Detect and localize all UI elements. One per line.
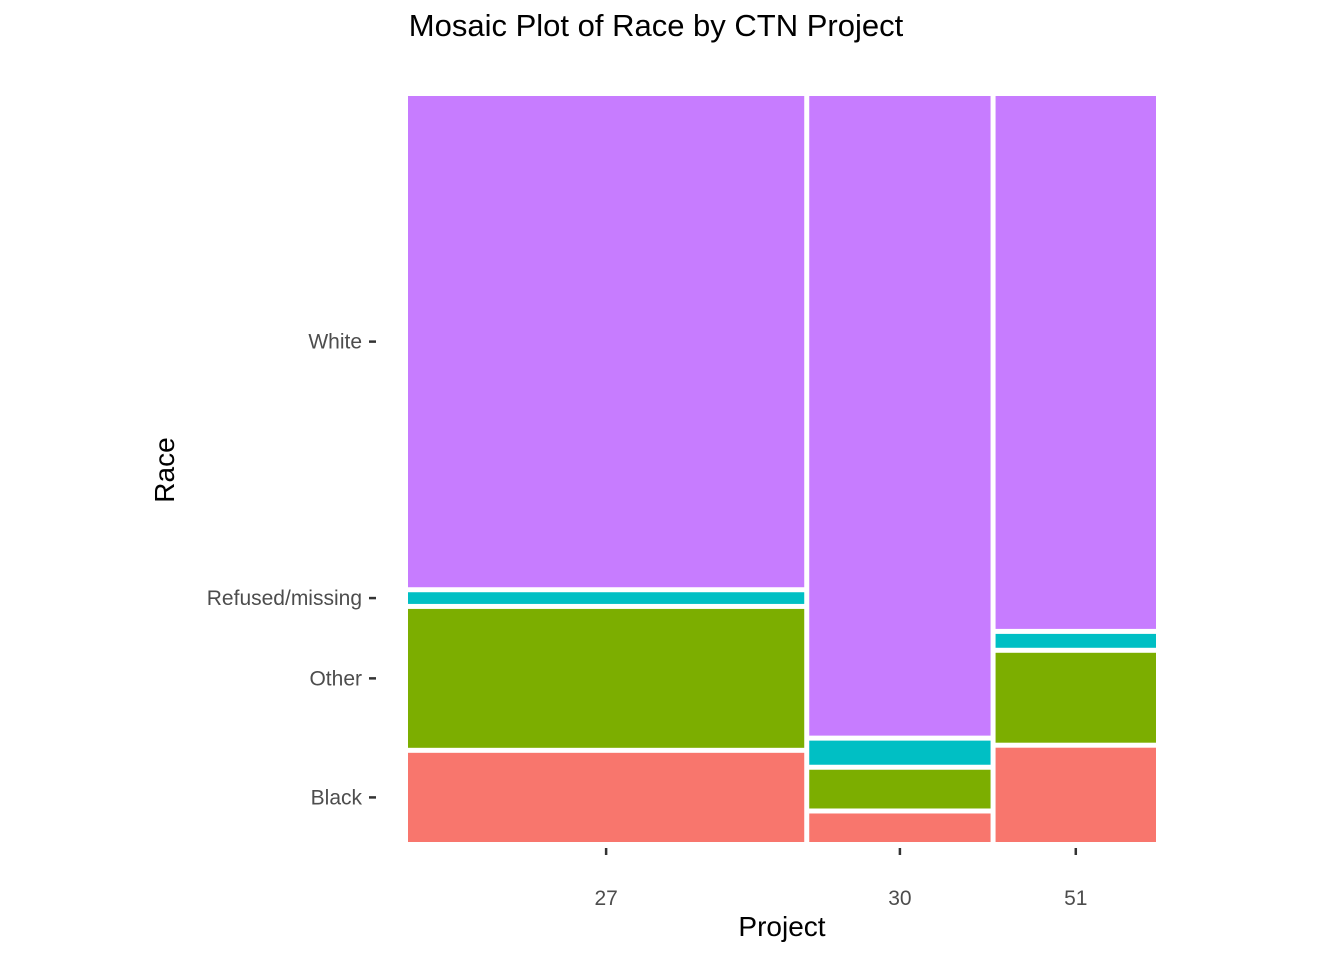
y-tick-label-other: Other (309, 667, 362, 690)
mosaic-tiles (408, 96, 1156, 842)
y-tick-label-black: Black (311, 786, 363, 809)
x-tick-label-51: 51 (1064, 887, 1087, 910)
tile-30-other (809, 769, 991, 809)
x-tick-label-30: 30 (888, 887, 911, 910)
y-axis-ticks: Black Other Refused/missing White (207, 331, 376, 809)
y-axis-label: Race (149, 437, 180, 503)
tile-51-other (995, 652, 1156, 743)
y-tick-label-white: White (308, 331, 362, 354)
x-tick-label-27: 27 (594, 887, 617, 910)
tile-27-refused-missing (408, 592, 805, 604)
chart-title: Mosaic Plot of Race by CTN Project (408, 8, 904, 43)
tile-51-white (995, 96, 1156, 629)
tile-30-white (809, 96, 991, 736)
tile-30-black (809, 813, 991, 842)
tile-27-white (408, 96, 805, 588)
tile-51-black (995, 747, 1156, 842)
tile-51-refused-missing (995, 633, 1156, 648)
tile-27-black (408, 752, 805, 842)
tile-27-other (408, 608, 805, 748)
x-axis-label: Project (738, 911, 826, 942)
y-tick-label-refused-missing: Refused/missing (207, 587, 362, 610)
tile-30-refused-missing (809, 740, 991, 765)
x-axis-ticks: 27 30 51 (594, 848, 1087, 910)
